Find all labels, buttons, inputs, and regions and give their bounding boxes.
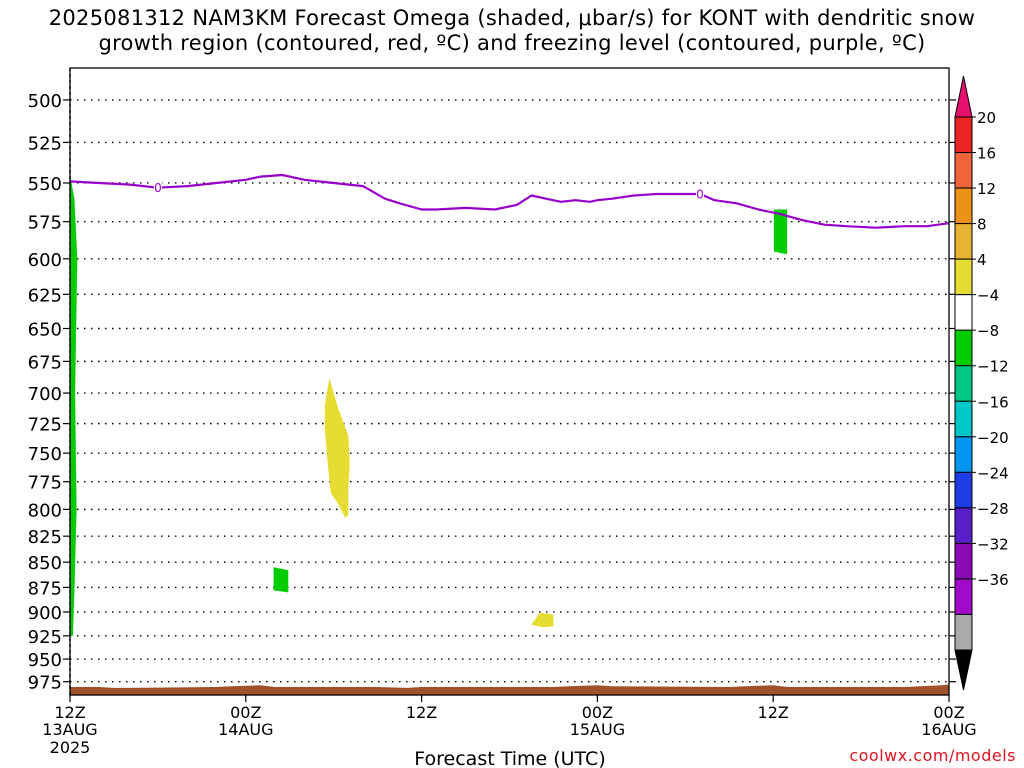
x-tick-label: 00Z — [230, 703, 261, 722]
y-tick-label: 775 — [28, 473, 62, 494]
colorbar-label: −8 — [977, 322, 999, 340]
y-tick-label: 550 — [28, 174, 62, 195]
chart-title: 2025081312 NAM3KM Forecast Omega (shaded… — [0, 6, 1024, 56]
y-tick-label: 900 — [28, 603, 62, 624]
y-tick-label: 600 — [28, 250, 62, 271]
y-tick-label: 625 — [28, 285, 62, 306]
colorbar-label: −20 — [977, 429, 1009, 447]
y-axis: 500 525 550 575 600 625 650 675 700 725 750 775 800 8… — [28, 91, 956, 694]
colorbar-label: −12 — [977, 358, 1009, 376]
omega-region — [324, 378, 350, 518]
colorbar-label: −16 — [977, 393, 1009, 411]
colorbar-label: −36 — [977, 571, 1009, 589]
x-tick-label: 12Z — [406, 703, 437, 722]
y-tick-label: 950 — [28, 650, 62, 671]
y-tick-label: 650 — [28, 319, 62, 340]
colorbar-swatch — [954, 542, 973, 580]
x-year-label: 2025 — [50, 738, 91, 757]
x-date-label: 15AUG — [570, 720, 625, 739]
y-tick-label: 675 — [28, 352, 62, 373]
colorbar-label: 4 — [977, 251, 987, 269]
x-axis-label: Forecast Time (UTC) — [414, 748, 605, 768]
title-line-2: growth region (contoured, red, ºC) and f… — [98, 31, 926, 55]
colorbar: 20 16 12 8 4 −4 −8 −12 −16 −20 −24 −28 −32 −36 — [954, 75, 1009, 691]
colorbar-label: 8 — [977, 216, 987, 234]
colorbar-swatch — [954, 507, 973, 544]
y-tick-label: 800 — [28, 500, 62, 521]
y-tick-label: 925 — [28, 627, 62, 648]
x-tick-label: 12Z — [54, 703, 85, 722]
plot-frame — [69, 67, 950, 696]
y-tick-label: 875 — [28, 578, 62, 599]
x-tick-label: 00Z — [933, 703, 964, 722]
grid-lines — [70, 99, 949, 683]
colorbar-label: −28 — [977, 500, 1009, 518]
credit-text: coolwx.com/models — [849, 746, 1016, 765]
omega-region — [773, 209, 788, 255]
colorbar-label: 12 — [977, 180, 996, 198]
y-tick-label: 700 — [28, 384, 62, 405]
y-tick-label: 725 — [28, 415, 62, 436]
colorbar-swatch — [954, 578, 973, 615]
colorbar-swatch — [954, 152, 973, 189]
colorbar-swatch — [954, 294, 973, 331]
y-tick-label: 525 — [28, 133, 62, 154]
freezing-level-line — [69, 173, 950, 229]
x-tick-label: 00Z — [582, 703, 613, 722]
omega-region — [273, 567, 289, 593]
colorbar-top-triangle — [954, 75, 973, 118]
colorbar-swatch — [954, 258, 973, 296]
colorbar-swatch — [954, 116, 973, 154]
y-tick-label: 500 — [28, 91, 62, 112]
colorbar-label: −24 — [977, 464, 1009, 482]
colorbar-swatch — [954, 471, 973, 509]
y-tick-label: 825 — [28, 527, 62, 548]
title-line-1: 2025081312 NAM3KM Forecast Omega (shaded… — [48, 6, 976, 30]
colorbar-swatch — [954, 365, 973, 402]
colorbar-swatch — [954, 187, 973, 225]
y-tick-label: 575 — [28, 213, 62, 234]
colorbar-swatch — [954, 400, 973, 438]
omega-region — [531, 612, 554, 628]
y-tick-label: 850 — [28, 553, 62, 574]
x-date-label: 14AUG — [218, 720, 273, 739]
colorbar-label: −32 — [977, 535, 1009, 553]
freezing-label-bg — [695, 187, 704, 200]
freezing-level-label: 0 — [696, 187, 704, 201]
freezing-label-bg — [153, 181, 162, 194]
colorbar-swatch — [954, 613, 973, 651]
terrain-fill — [70, 684, 949, 695]
y-tick-label: 750 — [28, 444, 62, 465]
omega-region — [70, 175, 78, 636]
freezing-level-label: 0 — [154, 181, 162, 195]
x-date-label: 16AUG — [921, 720, 976, 739]
colorbar-label: −4 — [977, 287, 999, 305]
x-date-label: 13AUG — [42, 720, 97, 739]
colorbar-swatch — [954, 329, 973, 367]
x-tick-label: 12Z — [758, 703, 789, 722]
colorbar-bottom-triangle — [954, 649, 973, 691]
colorbar-swatch — [954, 436, 973, 473]
colorbar-label: 20 — [977, 109, 996, 127]
y-tick-label: 975 — [28, 673, 62, 694]
omega-regions — [70, 175, 788, 636]
colorbar-label: 16 — [977, 145, 996, 163]
colorbar-swatch — [954, 223, 973, 260]
